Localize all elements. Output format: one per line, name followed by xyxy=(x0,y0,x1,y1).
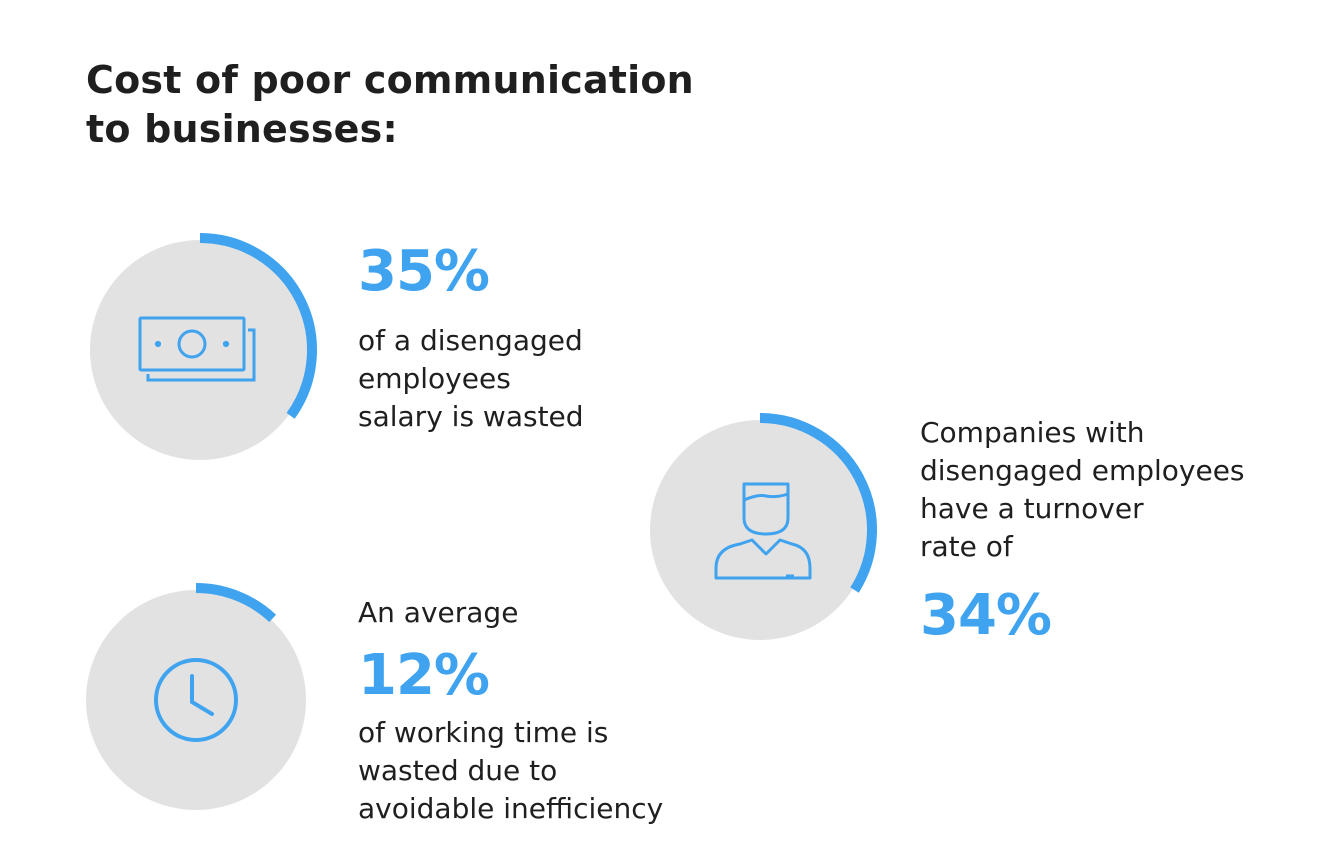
stat-salary-description: of a disengaged employees salary is wast… xyxy=(358,322,584,436)
stat-salary-description-line-1: of a disengaged xyxy=(358,324,583,357)
stat-time-description-line-1: of working time is xyxy=(358,716,609,749)
stat-time-ring xyxy=(86,583,306,810)
stat-turnover-description-line-4: rate of xyxy=(920,530,1013,563)
stat-time-prefix: An average xyxy=(358,596,519,629)
stat-salary-percent: 35% xyxy=(358,239,490,304)
title-line-2: to businesses: xyxy=(86,107,398,151)
stat-time-description-line-3: avoidable inefficiency xyxy=(358,792,664,825)
stat-salary-progress-arc xyxy=(199,233,317,419)
stat-time-progress-arc xyxy=(195,583,277,623)
clock-icon xyxy=(154,658,238,742)
stat-turnover-progress-arc xyxy=(759,413,877,593)
stat-turnover-description-line-2: disengaged employees xyxy=(920,454,1245,487)
stat-salary-circle xyxy=(90,240,310,460)
user-icon xyxy=(714,482,812,580)
stat-salary-description-line-2: employees xyxy=(358,362,511,395)
stat-turnover-percent: 34% xyxy=(920,583,1052,648)
stat-time-description-line-2: wasted due to xyxy=(358,754,558,787)
stat-turnover-description-line-1: Companies with xyxy=(920,416,1145,449)
stat-time-percent: 12% xyxy=(358,643,490,708)
page-title: Cost of poor communication to businesses… xyxy=(86,56,694,154)
stat-turnover-circle xyxy=(650,420,870,640)
stat-time-circle xyxy=(86,590,306,810)
money-icon xyxy=(138,316,256,382)
stat-turnover-description-line-3: have a turnover xyxy=(920,492,1144,525)
stat-salary-description-line-3: salary is wasted xyxy=(358,400,584,433)
stat-salary-ring xyxy=(90,233,317,460)
title-line-1: Cost of poor communication xyxy=(86,58,694,102)
stat-time-description: of working time is wasted due to avoidab… xyxy=(358,714,663,828)
stat-turnover-description: Companies with disengaged employees have… xyxy=(920,414,1245,566)
stat-turnover-ring xyxy=(650,413,877,640)
